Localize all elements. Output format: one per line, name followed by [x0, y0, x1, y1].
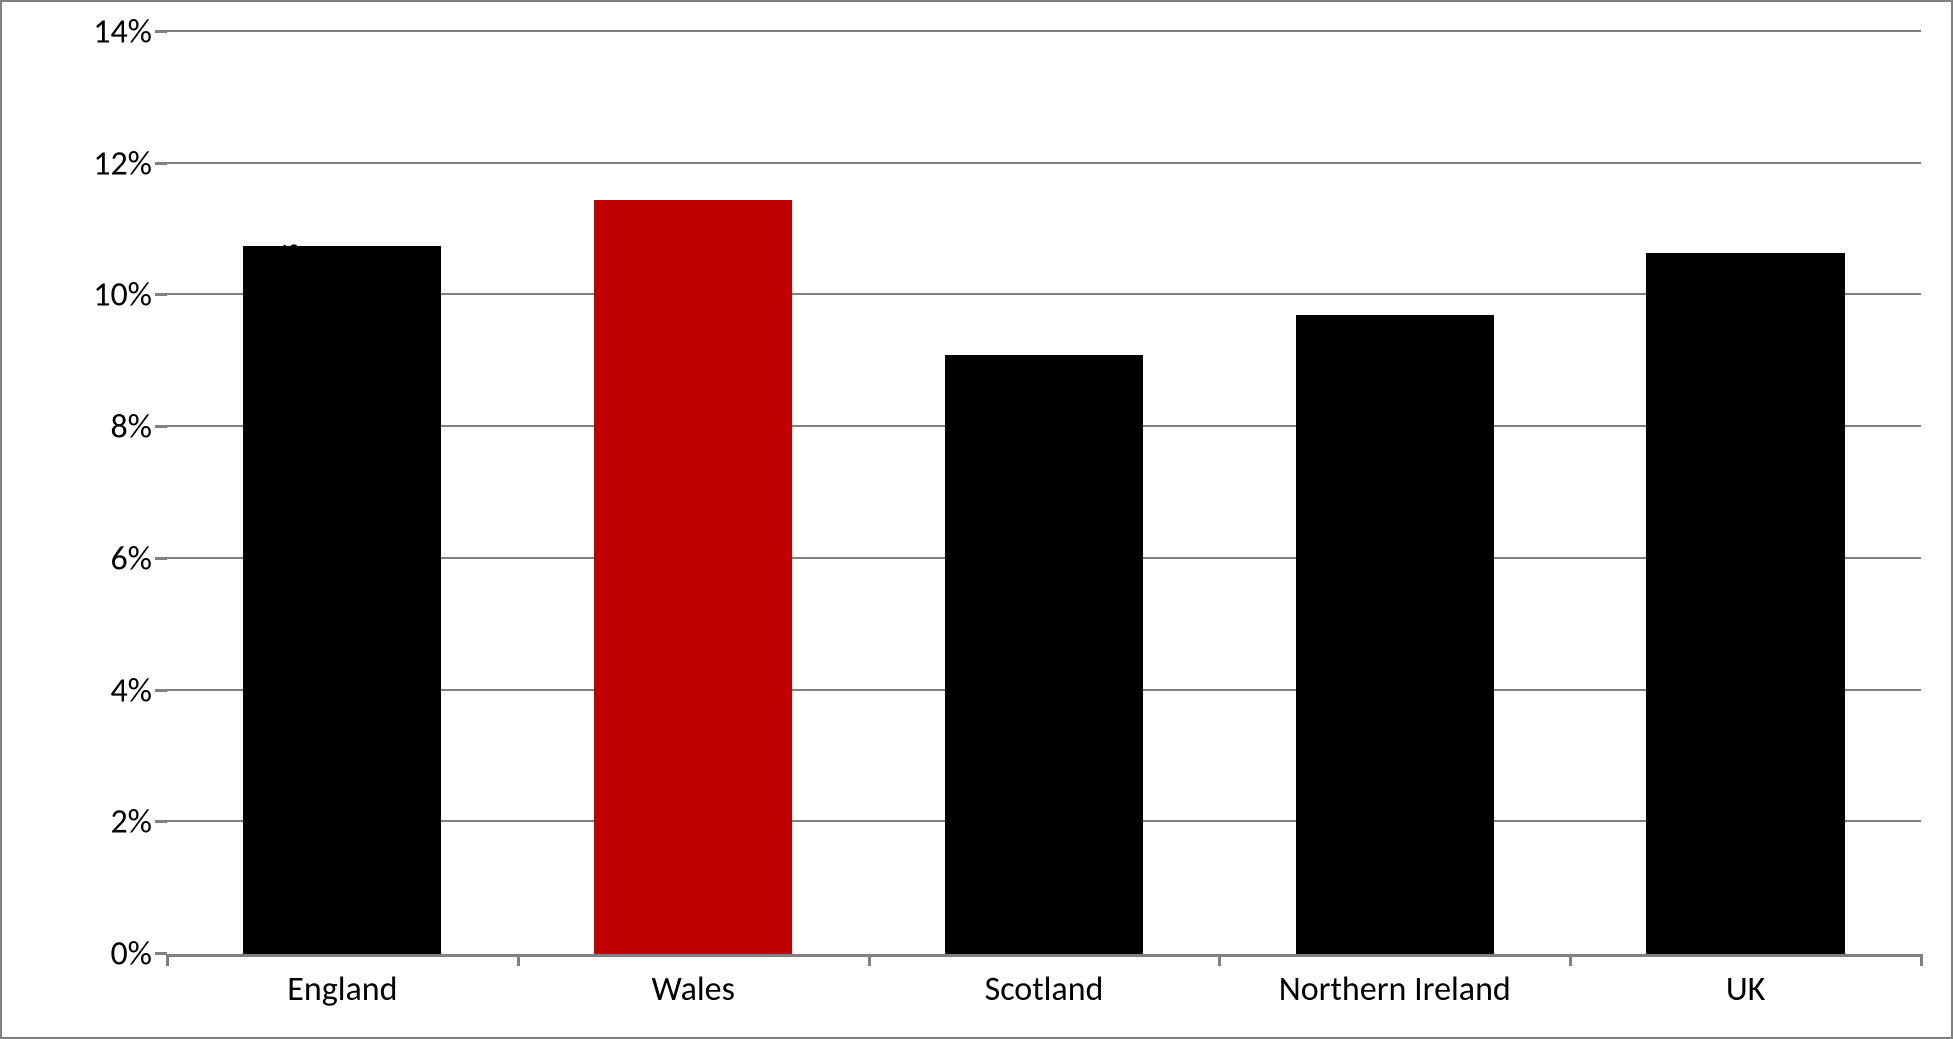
- chart-container: % of Adult Population aged 18-64 years 0…: [0, 0, 1953, 1039]
- y-tick-label: 8%: [110, 407, 152, 448]
- x-tick-label: UK: [1726, 969, 1765, 1010]
- y-tick-mark: [155, 689, 167, 692]
- x-tick-mark: [1920, 954, 1923, 966]
- y-tick-mark: [155, 425, 167, 428]
- y-tick-mark: [155, 820, 167, 823]
- x-tick-label: England: [287, 969, 397, 1010]
- bar: [243, 246, 441, 954]
- x-tick-mark: [517, 954, 520, 966]
- bar: [594, 200, 792, 954]
- gridline: [167, 162, 1921, 164]
- x-tick-label: Northern Ireland: [1279, 969, 1511, 1010]
- y-tick-mark: [155, 162, 167, 165]
- y-tick-label: 12%: [93, 143, 152, 184]
- bar: [1296, 315, 1494, 954]
- y-tick-label: 10%: [93, 275, 152, 316]
- y-tick-label: 6%: [110, 538, 152, 579]
- y-tick-label: 4%: [110, 670, 152, 711]
- x-tick-mark: [166, 954, 169, 966]
- x-tick-mark: [868, 954, 871, 966]
- gridline: [167, 30, 1921, 32]
- y-tick-label: 2%: [110, 802, 152, 843]
- plot-area: 0%2%4%6%8%10%12%14%EnglandWalesScotlandN…: [167, 32, 1921, 957]
- y-tick-mark: [155, 30, 167, 33]
- y-tick-mark: [155, 293, 167, 296]
- y-tick-mark: [155, 557, 167, 560]
- x-tick-mark: [1218, 954, 1221, 966]
- x-tick-mark: [1569, 954, 1572, 966]
- y-tick-label: 14%: [93, 12, 152, 53]
- x-tick-label: Scotland: [985, 969, 1104, 1010]
- y-tick-label: 0%: [110, 934, 152, 975]
- bar: [1646, 253, 1844, 954]
- x-tick-label: Wales: [652, 969, 735, 1010]
- bar: [945, 355, 1143, 954]
